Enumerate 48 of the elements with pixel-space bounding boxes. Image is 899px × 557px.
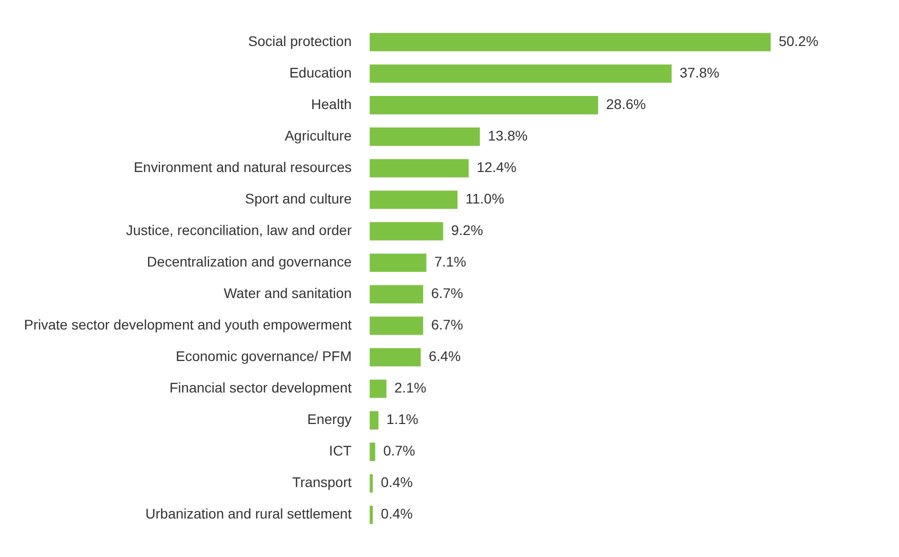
y-tick-label: Private sector development and youth empowerment	[24, 316, 352, 333]
bar	[370, 474, 373, 492]
y-tick-label: Environment and natural resources	[134, 159, 352, 176]
data-label: 37.8%	[680, 64, 720, 81]
y-tick-label: Water and sanitation	[224, 285, 352, 302]
y-tick-label: Justice, reconciliation, law and order	[126, 222, 352, 238]
y-tick-label: Agriculture	[284, 128, 352, 144]
data-label: 12.4%	[476, 159, 516, 176]
data-label: 7.1%	[434, 254, 466, 270]
bar	[370, 222, 444, 240]
data-label: 2.1%	[394, 380, 426, 396]
data-label: 6.7%	[431, 316, 464, 333]
bar	[370, 316, 424, 335]
y-tick-label: Decentralization and governance	[146, 254, 352, 270]
data-label: 0.4%	[380, 474, 413, 490]
bar	[370, 506, 373, 524]
data-label: 0.7%	[383, 442, 416, 459]
data-label: 28.6%	[606, 96, 646, 112]
bar	[370, 348, 421, 366]
bar	[370, 190, 458, 209]
data-label: 9.2%	[451, 222, 484, 238]
y-tick-label: Health	[311, 96, 352, 112]
bar	[370, 411, 378, 430]
y-tick-label: Transport	[292, 474, 352, 490]
bar	[370, 128, 480, 146]
data-label: 13.8%	[488, 128, 528, 144]
y-tick-label: Economic governance/ PFM	[176, 348, 352, 364]
y-tick-label: Sport and culture	[244, 190, 352, 207]
data-label: 50.2%	[778, 33, 818, 50]
bar	[370, 285, 424, 304]
data-label: 6.4%	[428, 348, 461, 364]
data-label: 6.7%	[431, 285, 464, 302]
bar	[370, 380, 386, 398]
data-label: 1.1%	[386, 411, 418, 428]
y-tick-label: Energy	[307, 411, 352, 428]
bar	[370, 159, 469, 178]
bar	[370, 254, 426, 272]
bar	[370, 33, 771, 52]
data-label: 0.4%	[380, 506, 413, 522]
y-tick-label: Education	[289, 64, 352, 81]
bar	[370, 64, 672, 83]
data-label: 11.0%	[466, 190, 504, 207]
y-tick-label: Urbanization and rural settlement	[145, 506, 352, 522]
y-tick-label: Financial sector development	[170, 380, 352, 396]
bar	[370, 96, 598, 114]
y-tick-label: ICT	[329, 442, 352, 459]
bar	[370, 442, 376, 461]
y-tick-label: Social protection	[248, 33, 352, 50]
